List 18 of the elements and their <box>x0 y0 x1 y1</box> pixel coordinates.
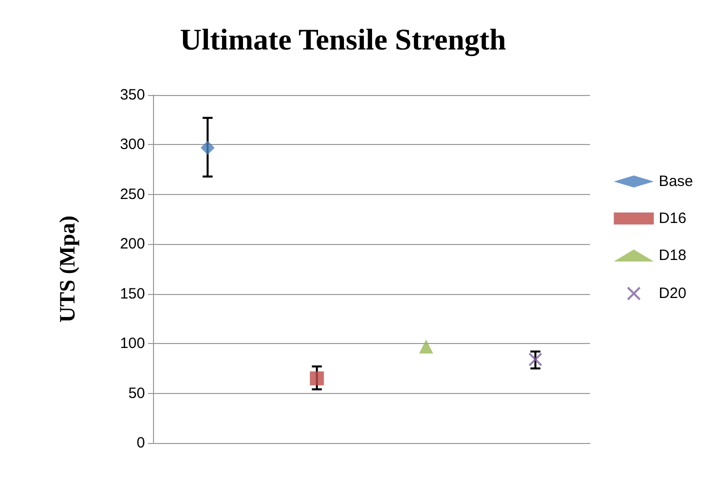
chart-title: Ultimate Tensile Strength <box>180 24 506 56</box>
y-tick-label: 0 <box>136 434 145 452</box>
y-tick-label: 250 <box>120 186 145 203</box>
y-axis-title: UTS (Mpa) <box>54 216 80 322</box>
legend-label: D16 <box>658 210 686 227</box>
point <box>528 352 542 366</box>
legend-label: Base <box>658 173 694 190</box>
y-tick-label: 300 <box>120 136 145 154</box>
y-tick-label: 150 <box>120 285 145 302</box>
y-tick-label: 50 <box>128 384 145 402</box>
y-tick-label: 200 <box>120 236 145 253</box>
y-tick-label: 100 <box>120 335 145 352</box>
legend-label: D18 <box>658 247 686 264</box>
legend-label: D20 <box>658 285 686 302</box>
y-tick-label: 350 <box>120 86 145 104</box>
point <box>200 140 215 155</box>
point <box>310 371 324 386</box>
point <box>419 340 434 354</box>
